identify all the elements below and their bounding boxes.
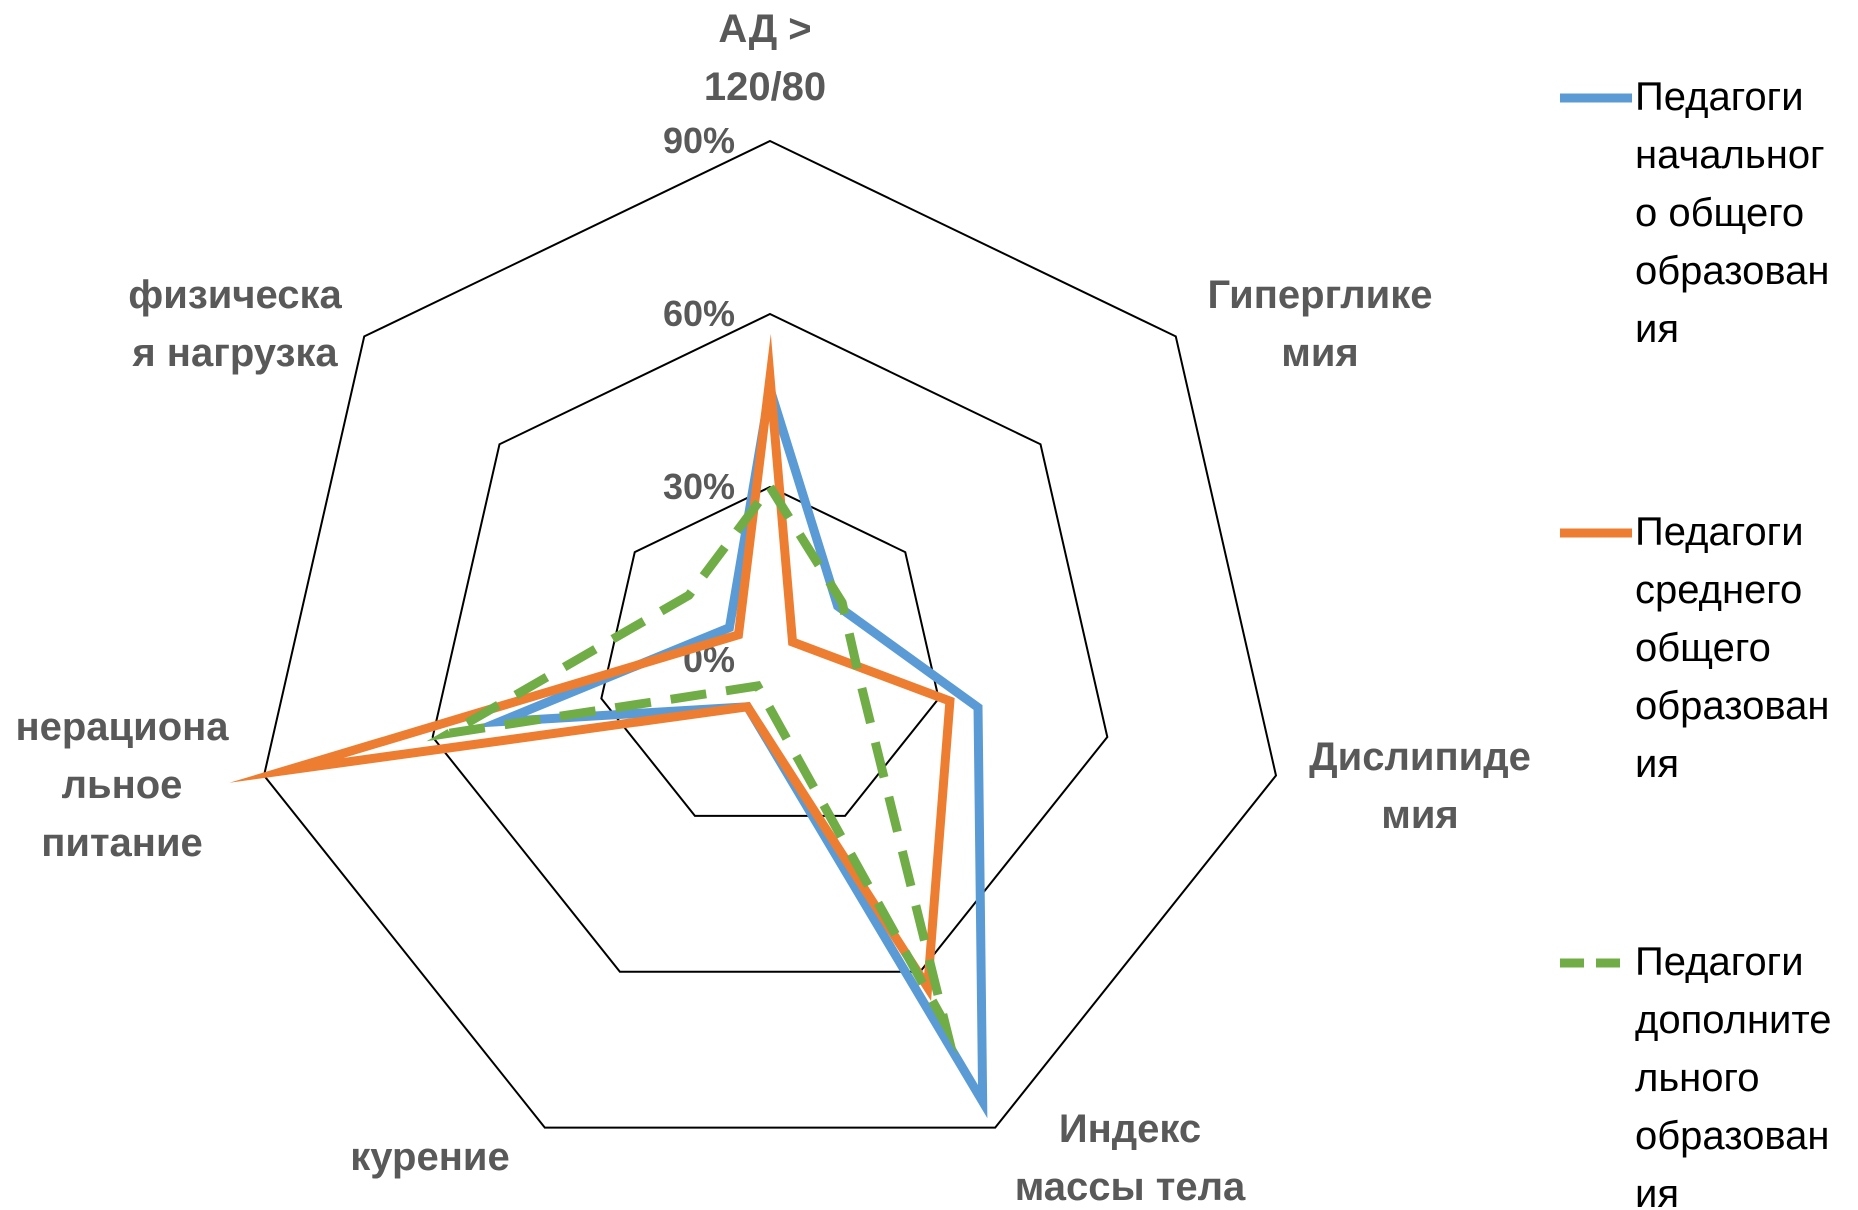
category-label: курение xyxy=(350,1135,509,1179)
legend-entry-line: Педагоги xyxy=(1635,75,1804,119)
category-label-line: АД > xyxy=(718,7,811,51)
category-label-line: мия xyxy=(1381,793,1459,837)
legend-entry-line: ия xyxy=(1635,1172,1679,1210)
data-series xyxy=(229,333,988,1119)
category-label-line: льное xyxy=(62,763,183,807)
legend-entry-line: образован xyxy=(1635,1114,1829,1158)
legend-entry-1: Педагоги среднего общего образован ия xyxy=(1635,510,1829,786)
category-label-line: курение xyxy=(350,1135,509,1179)
category-label: Индекс массы тела xyxy=(1015,1107,1246,1209)
category-label: Дислипиде мия xyxy=(1309,735,1531,837)
radar-grid xyxy=(262,139,1278,1129)
category-label-line: массы тела xyxy=(1015,1165,1246,1209)
tick-label: 60% xyxy=(663,293,735,334)
category-labels: АД > 120/80 Гиперглике мия Дислипиде мия Индек… xyxy=(15,7,1530,1209)
legend-entry-line: ия xyxy=(1635,307,1679,351)
category-label-line: Индекс xyxy=(1059,1107,1201,1151)
series-line-1 xyxy=(229,333,955,1002)
tick-label: 90% xyxy=(663,120,735,161)
legend-entry-line: общего xyxy=(1635,626,1771,670)
category-label-line: Гиперглике xyxy=(1207,273,1432,317)
legend-entry-line: льного xyxy=(1635,1056,1759,1100)
legend-entry-line: о общего xyxy=(1635,191,1804,235)
legend-entry-line: образован xyxy=(1635,684,1829,728)
category-label-line: 120/80 xyxy=(704,65,826,109)
category-label: Гиперглике мия xyxy=(1207,273,1432,375)
legend-entry-2: Педагоги дополните льного образован ия xyxy=(1635,940,1832,1210)
series-line-0 xyxy=(473,369,988,1119)
grid-ring-3 xyxy=(262,139,1278,1129)
category-label-line: мия xyxy=(1281,331,1359,375)
legend-entry-line: Педагоги xyxy=(1635,510,1804,554)
grid-ring-1 xyxy=(600,485,940,817)
tick-label: 30% xyxy=(663,466,735,507)
series-line-2 xyxy=(426,479,958,1056)
category-label-line: Дислипиде xyxy=(1309,735,1531,779)
category-label-line: нерациона xyxy=(15,705,229,749)
legend-entry-line: образован xyxy=(1635,249,1829,293)
grid-ring-2 xyxy=(431,312,1109,973)
legend: Педагоги начальног о общего образован ияПеда… xyxy=(1560,75,1832,1210)
category-label-line: физическа xyxy=(128,273,342,317)
legend-entry-0: Педагоги начальног о общего образован ия xyxy=(1635,75,1829,351)
legend-entry-line: среднего xyxy=(1635,568,1802,612)
category-label-line: питание xyxy=(41,821,203,865)
category-label: нерациона льное питание xyxy=(15,705,229,865)
legend-entry-line: ия xyxy=(1635,742,1679,786)
legend-entry-line: Педагоги xyxy=(1635,940,1804,984)
legend-entry-line: начальног xyxy=(1635,133,1825,177)
category-label: физическа я нагрузка xyxy=(128,273,342,375)
category-label: АД > 120/80 xyxy=(704,7,826,109)
radial-tick-labels: 0%30%60%90% xyxy=(663,120,735,680)
category-label-line: я нагрузка xyxy=(131,331,338,375)
legend-entry-line: дополните xyxy=(1635,998,1832,1042)
